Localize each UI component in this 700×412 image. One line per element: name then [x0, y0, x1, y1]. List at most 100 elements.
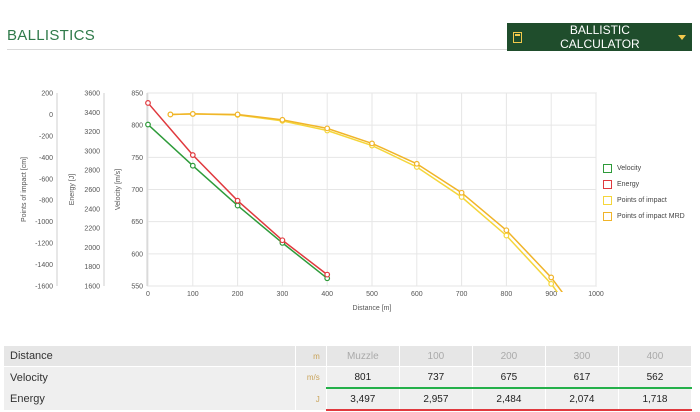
- y-tick-label: -400: [39, 155, 53, 162]
- ballistics-table: Distance m Muzzle 100 200 300 400 Veloci…: [4, 346, 693, 411]
- data-point: [324, 271, 331, 278]
- table-cell: 617: [545, 366, 619, 389]
- x-tick-label: 400: [321, 291, 333, 298]
- legend-swatch: [603, 179, 612, 189]
- table-cell: 801: [326, 366, 400, 389]
- y-tick-label: 2000: [84, 245, 100, 252]
- legend-label: Energy: [617, 180, 640, 188]
- x-tick-label: 200: [232, 291, 244, 298]
- row-unit: J: [295, 388, 327, 410]
- data-point: [324, 125, 331, 132]
- data-point: [548, 280, 555, 287]
- y-tick-label: 550: [131, 284, 143, 291]
- table-cell: Muzzle: [326, 346, 400, 367]
- x-tick-label: 0: [146, 291, 150, 298]
- y-tick-label: -1200: [35, 241, 53, 248]
- y-tick-label: 1600: [84, 284, 100, 291]
- chart-legend: Velocity Energy Points of impact Points of …: [603, 160, 685, 224]
- y-tick-label: 3400: [84, 110, 100, 117]
- y-tick-label: -1400: [35, 262, 53, 269]
- y-axis-title: Velocity [m/s]: [115, 169, 122, 210]
- table-cell: 300: [545, 346, 619, 367]
- legend-item: Points of impact: [603, 192, 685, 208]
- row-label: Velocity: [4, 366, 296, 388]
- table-cell: 2,074: [545, 388, 619, 411]
- data-point: [279, 237, 286, 244]
- x-tick-label: 100: [187, 291, 199, 298]
- page-title: BALLISTICS: [7, 27, 96, 44]
- row-unit: m: [295, 346, 327, 367]
- data-point: [548, 274, 555, 281]
- y-tick-label: -800: [39, 198, 53, 205]
- x-tick-label: 500: [366, 291, 378, 298]
- table-cell: 3,497: [326, 388, 400, 411]
- table-cell: 400: [618, 346, 693, 367]
- data-point: [189, 162, 196, 169]
- y-tick-label: 1800: [84, 264, 100, 271]
- legend-item: Energy: [603, 176, 685, 192]
- y-tick-label: 2200: [84, 226, 100, 233]
- y-tick-label: -1000: [35, 219, 53, 226]
- row-unit: m/s: [295, 366, 327, 388]
- y-tick-label: 3600: [84, 91, 100, 98]
- legend-swatch: [603, 195, 612, 205]
- y-axis-title: Energy [J]: [69, 174, 76, 206]
- data-point: [145, 121, 151, 128]
- table-cell: 200: [472, 346, 546, 367]
- table-cell: 100: [399, 346, 473, 367]
- legend-label: Points of impact: [617, 196, 667, 204]
- table-row-energy: Energy J 3,497 2,957 2,484 2,074 1,718: [4, 388, 693, 411]
- legend-swatch: [603, 163, 612, 173]
- legend-label: Velocity: [617, 164, 642, 172]
- y-tick-label: -1600: [35, 284, 53, 291]
- data-point: [145, 100, 151, 106]
- y-tick-label: 650: [131, 219, 143, 226]
- table-cell: 2,957: [399, 388, 473, 411]
- series-line: [170, 113, 564, 292]
- y-tick-label: 2600: [84, 187, 100, 194]
- table-cell: 675: [472, 366, 546, 389]
- legend-label: Points of impact MRD: [617, 212, 685, 220]
- ballistic-calculator-button[interactable]: BALLISTIC CALCULATOR: [507, 23, 692, 51]
- y-tick-label: 850: [131, 91, 143, 98]
- y-tick-label: 3000: [84, 148, 100, 155]
- x-tick-label: 300: [277, 291, 289, 298]
- y-tick-label: 750: [131, 155, 143, 162]
- data-point: [369, 140, 375, 147]
- data-point: [167, 111, 174, 118]
- table-row-velocity: Velocity m/s 801 737 675 617 562: [4, 366, 693, 389]
- ballistic-calculator-label: BALLISTIC CALCULATOR: [560, 23, 640, 51]
- legend-item: Points of impact MRD: [603, 208, 685, 224]
- series-line: [170, 113, 559, 292]
- data-point: [458, 189, 465, 196]
- table-cell: 562: [618, 366, 693, 389]
- y-tick-label: 2400: [84, 206, 100, 213]
- row-label: Energy: [4, 388, 296, 410]
- table-row-distance: Distance m Muzzle 100 200 300 400: [4, 346, 693, 367]
- calculator-icon: [513, 31, 522, 43]
- row-label: Distance: [4, 346, 296, 367]
- y-tick-label: 3200: [84, 129, 100, 136]
- caret-down-icon: [678, 34, 686, 40]
- y-tick-label: 200: [41, 91, 53, 98]
- y-tick-label: 0: [49, 112, 53, 119]
- legend-swatch: [603, 211, 612, 221]
- header-divider: [7, 49, 507, 50]
- x-tick-label: 900: [545, 291, 557, 298]
- table-cell: 2,484: [472, 388, 546, 411]
- x-tick-label: 600: [411, 291, 423, 298]
- y-axis-title: Points of impact [cm]: [21, 157, 28, 222]
- data-point: [503, 232, 510, 239]
- table-cell: 737: [399, 366, 473, 389]
- data-point: [234, 197, 241, 204]
- x-tick-label: 800: [501, 291, 513, 298]
- x-tick-label: 1000: [588, 291, 604, 298]
- data-point: [189, 152, 196, 158]
- legend-item: Velocity: [603, 160, 685, 176]
- y-tick-label: -200: [39, 133, 53, 140]
- x-tick-label: 700: [456, 291, 468, 298]
- y-tick-label: -600: [39, 176, 53, 183]
- y-tick-label: 2800: [84, 168, 100, 175]
- y-tick-label: 800: [131, 123, 143, 130]
- data-point: [279, 116, 286, 123]
